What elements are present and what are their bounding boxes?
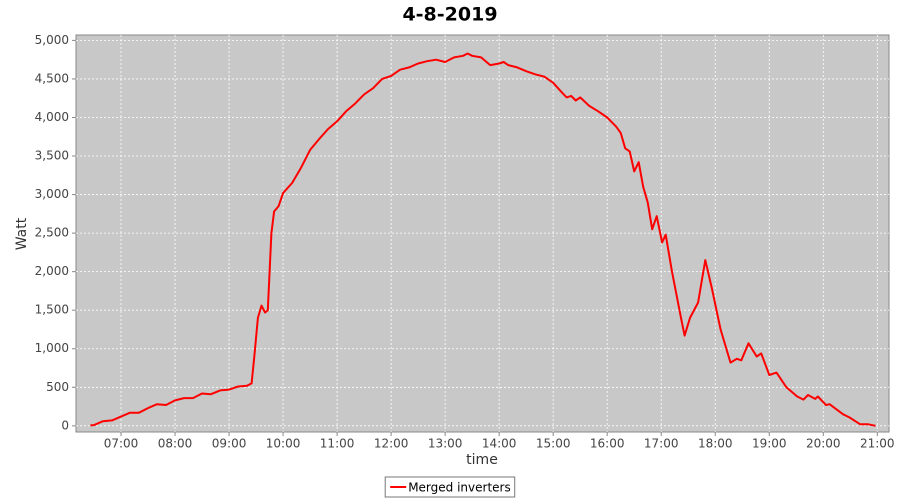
y-tick-label: 2,000 xyxy=(35,264,69,278)
x-tick-label: 16:00 xyxy=(590,437,625,451)
x-tick-label: 18:00 xyxy=(698,437,733,451)
x-tick-label: 07:00 xyxy=(104,437,139,451)
y-axis-label: Watt xyxy=(14,217,30,250)
y-tick-label: 500 xyxy=(46,380,69,394)
x-tick-label: 08:00 xyxy=(158,437,193,451)
y-tick-label: 4,000 xyxy=(35,110,69,124)
y-tick-label: 4,500 xyxy=(35,71,69,85)
legend: Merged inverters xyxy=(384,476,516,498)
x-tick-label: 10:00 xyxy=(266,437,301,451)
x-tick-label: 09:00 xyxy=(212,437,247,451)
x-tick-label: 12:00 xyxy=(374,437,409,451)
y-tick-label: 2,500 xyxy=(35,226,69,240)
x-tick-label: 20:00 xyxy=(806,437,841,451)
x-tick-label: 13:00 xyxy=(428,437,463,451)
chart-title: 4-8-2019 xyxy=(402,4,497,26)
data-line xyxy=(90,52,876,427)
legend-label: Merged inverters xyxy=(408,481,511,495)
y-tick-label: 3,000 xyxy=(35,187,69,201)
x-tick-label: 19:00 xyxy=(752,437,787,451)
x-tick-label: 15:00 xyxy=(536,437,571,451)
x-tick-label: 17:00 xyxy=(644,437,679,451)
legend-box xyxy=(384,476,516,498)
x-tick-label: 11:00 xyxy=(320,437,355,451)
y-tick-label: 1,500 xyxy=(35,303,69,317)
x-axis-label: time xyxy=(466,452,498,468)
y-tick-label: 3,500 xyxy=(35,149,69,163)
x-tick-label: 21:00 xyxy=(860,437,895,451)
y-tick-label: 1,000 xyxy=(35,341,69,355)
y-tick-label: 5,000 xyxy=(35,33,69,47)
x-tick-label: 14:00 xyxy=(482,437,517,451)
y-tick-label: 0 xyxy=(61,418,69,432)
